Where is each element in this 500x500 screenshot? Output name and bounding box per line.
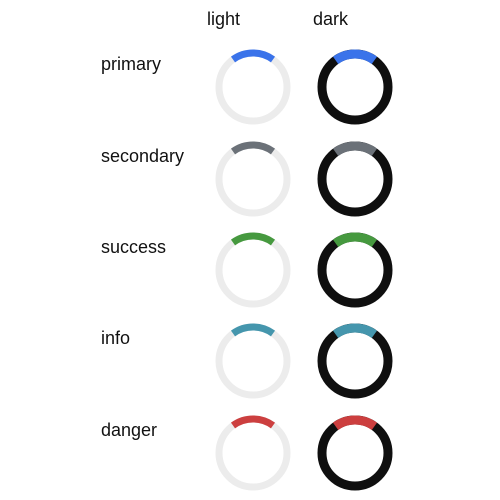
spinner-arc: [332, 232, 378, 248]
spinner-arc: [230, 415, 276, 429]
spinner-track: [215, 141, 291, 217]
spinner-row-success: success: [0, 230, 500, 322]
spinner-row-info: info: [0, 321, 500, 413]
spinner-arc: [332, 415, 378, 431]
row-label-success: success: [101, 237, 167, 257]
spinner-success-light: [213, 230, 293, 310]
spinner-track: [215, 415, 291, 491]
spinner-arc: [230, 141, 276, 155]
spinner-track: [215, 232, 291, 308]
row-label-secondary: secondary: [101, 146, 185, 166]
spinner-secondary-light: [213, 139, 293, 219]
spinner-arc: [332, 49, 378, 65]
spinner-arc: [230, 49, 276, 63]
spinner-row-danger: danger: [0, 413, 500, 500]
row-label-info: info: [101, 328, 131, 348]
spinner-arc: [332, 323, 378, 339]
spinner-danger-light: [213, 413, 293, 493]
spinner-primary-dark: [315, 47, 395, 127]
spinner-track: [317, 415, 393, 491]
spinner-track: [317, 232, 393, 308]
row-label-primary: primary: [101, 54, 162, 74]
spinner-row-primary: primary: [0, 47, 500, 139]
spinner-primary-light: [213, 47, 293, 127]
row-label-danger: danger: [101, 420, 158, 440]
spinner-track: [317, 49, 393, 125]
column-header-light: light: [207, 9, 241, 29]
spinner-arc: [230, 323, 276, 337]
spinner-track: [215, 323, 291, 399]
spinner-track: [317, 141, 393, 217]
column-header-dark: dark: [313, 9, 349, 29]
spinner-danger-dark: [315, 413, 395, 493]
spinner-row-secondary: secondary: [0, 139, 500, 231]
spinner-secondary-dark: [315, 139, 395, 219]
spinner-track: [317, 323, 393, 399]
spinner-info-dark: [315, 321, 395, 401]
spinner-arc: [230, 232, 276, 246]
spinner-track: [215, 49, 291, 125]
spinner-success-dark: [315, 230, 395, 310]
spinner-info-light: [213, 321, 293, 401]
spinner-arc: [332, 141, 378, 157]
